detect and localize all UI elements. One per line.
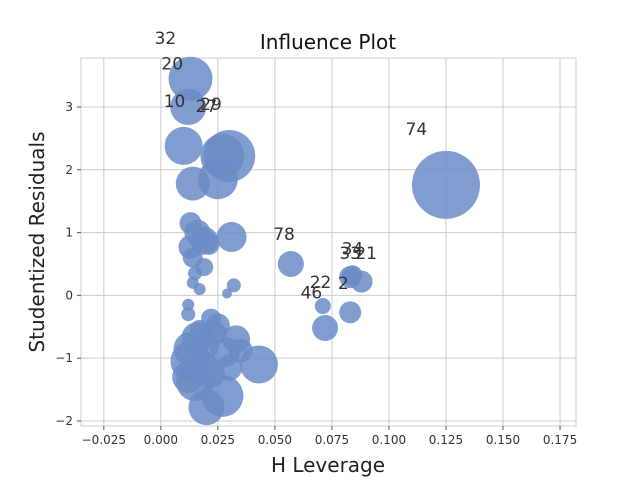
chart-title: Influence Plot	[260, 30, 396, 54]
bubble-point	[168, 56, 213, 101]
point-label: 34	[342, 240, 364, 260]
point-label: 21	[355, 244, 377, 264]
point-label: 29	[200, 95, 222, 115]
y-tick-label: 1	[65, 226, 73, 240]
y-tick-label: 2	[65, 163, 73, 177]
point-label: 10	[164, 92, 186, 112]
bubble-point	[277, 250, 304, 277]
y-tick-label: −1	[55, 351, 73, 365]
x-tick-label: 0.100	[372, 433, 406, 447]
bubble-point	[216, 354, 243, 381]
bubble-point	[314, 298, 331, 315]
x-axis-title: H Leverage	[271, 453, 385, 477]
y-axis-title: Studentized Residuals	[25, 131, 49, 352]
x-axis-ticks: −0.025 0.000 0.025 0.050 0.075 0.100 0.125 0.15…	[82, 426, 577, 447]
bubble-point	[312, 315, 339, 342]
y-tick-label: 3	[65, 100, 73, 114]
x-tick-label: 0.075	[315, 433, 349, 447]
bubble-point	[188, 389, 225, 426]
point-label: 2	[338, 274, 349, 294]
point-label: 32	[155, 29, 177, 49]
bubble-point	[188, 266, 203, 281]
x-tick-label: 0.025	[201, 433, 235, 447]
point-label: 20	[161, 54, 183, 74]
x-tick-label: 0.125	[429, 433, 463, 447]
plot-area	[80, 57, 577, 427]
x-tick-label: 0.000	[144, 433, 178, 447]
bubble-point	[186, 276, 199, 289]
bubble-point	[189, 319, 210, 340]
bubble-point	[226, 278, 241, 293]
y-tick-label: −2	[55, 414, 73, 428]
bubble-point	[197, 232, 220, 255]
bubble-series	[164, 56, 480, 426]
bubble-point	[239, 345, 278, 384]
point-label: 27	[196, 97, 218, 117]
bubble-point	[339, 301, 362, 324]
point-label: 46	[301, 284, 323, 304]
point-label: 74	[406, 120, 428, 140]
x-tick-label: −0.025	[82, 433, 126, 447]
x-tick-label: 0.150	[486, 433, 520, 447]
vertical-gridlines	[103, 58, 561, 426]
bubble-point	[350, 270, 373, 293]
y-axis-ticks: −2 −1 0 1 2 3	[55, 100, 81, 428]
bubble-point	[411, 150, 480, 219]
bubble-point	[170, 88, 207, 125]
bubble-point	[221, 288, 232, 299]
bubble-point	[175, 166, 210, 201]
bubble-point	[204, 322, 227, 345]
x-tick-label: 0.050	[258, 433, 292, 447]
bubble-point	[182, 298, 195, 311]
horizontal-gridlines	[81, 106, 576, 422]
x-tick-label: 0.175	[543, 433, 577, 447]
point-label: 22	[310, 273, 332, 293]
bubble-point	[216, 221, 247, 252]
point-label: 78	[273, 225, 295, 245]
point-label: 33	[339, 244, 361, 264]
y-tick-label: 0	[65, 288, 73, 302]
bubble-point	[164, 126, 203, 165]
bubble-point	[181, 307, 196, 322]
